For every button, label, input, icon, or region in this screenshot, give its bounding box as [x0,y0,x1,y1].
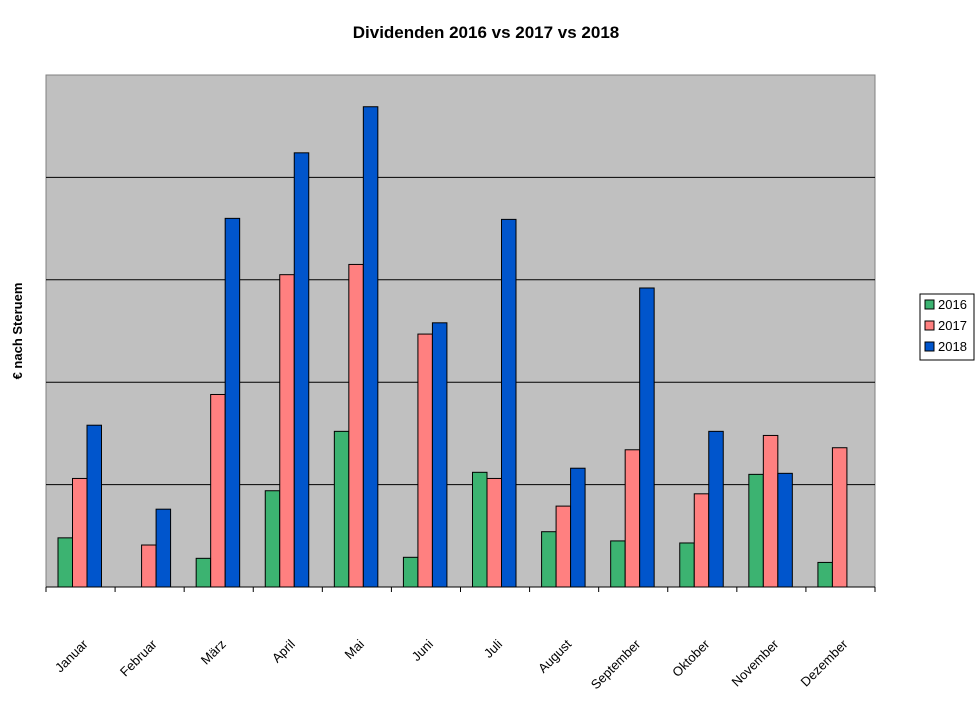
bar-2016-11 [817,561,833,588]
x-tick-label: Oktober [669,636,713,680]
bar-2018-4 [362,106,379,588]
legend: 2016 2017 2018 [919,293,975,361]
bar-2016-2 [195,557,212,588]
x-tick-label: Januar [52,636,91,675]
x-tick-label: März [198,637,229,668]
bar-2018-5 [431,322,448,588]
bar-2017-7 [555,505,572,588]
bar-2017-4 [348,263,364,588]
legend-swatch-2016 [924,299,935,310]
bar-2018-6 [501,218,517,588]
plot-area: Januar Februar März April Mai Juni Juli August S… [45,74,876,692]
legend-swatch-2017 [924,320,935,331]
x-tick-label: Mai [342,636,367,661]
bar-2016-3 [264,490,281,588]
bar-2017-3 [279,274,295,588]
bar-2016-0 [57,537,73,588]
bar-2018-10 [777,472,793,588]
bar-2017-9 [693,493,710,588]
legend-label-2017: 2017 [938,318,967,333]
bar-2017-8 [624,449,641,588]
bar-2016-5 [402,556,419,588]
legend-label-2018: 2018 [938,339,967,354]
legend-label-2016: 2016 [938,297,967,312]
x-tick-label: November [728,636,781,689]
bar-2017-0 [72,477,88,588]
y-axis-label: € nach Steruem [10,283,25,380]
bar-2016-4 [333,430,350,588]
x-tick-label: April [269,636,298,665]
bar-2018-1 [155,508,172,588]
x-tick-label: Juli [481,636,505,660]
bar-2016-9 [679,542,695,588]
bar-2017-5 [417,333,433,588]
x-tick-label: September [588,636,644,692]
bar-2016-6 [472,471,488,588]
bar-2018-7 [570,467,586,588]
bar-2017-2 [210,393,226,588]
x-tick-label: August [535,636,574,675]
bar-2016-10 [748,473,764,588]
bar-2018-0 [86,424,102,588]
bar-2016-7 [541,531,557,588]
bar-2017-6 [486,477,502,588]
bar-2017-10 [762,434,779,588]
x-tick-label: Juni [409,636,437,664]
bar-2017-11 [831,447,848,588]
chart-title: Dividenden 2016 vs 2017 vs 2018 [353,23,620,42]
bar-2016-8 [610,540,626,588]
bar-2018-2 [224,217,241,588]
x-tick-label: Dezember [798,636,851,689]
bar-2018-9 [708,430,724,588]
bar-2018-8 [639,287,655,588]
bar-2017-1 [141,544,157,588]
legend-swatch-2018 [924,341,935,352]
plot-background [45,74,876,588]
x-tick-label: Februar [117,636,160,679]
bar-2018-3 [293,152,310,588]
